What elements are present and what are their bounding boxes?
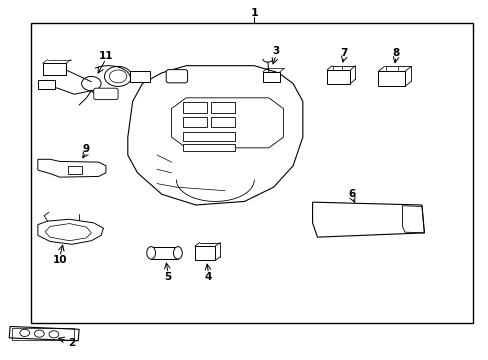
Bar (263, 72, 280, 82)
Text: 2: 2 (68, 338, 75, 347)
Text: 5: 5 (164, 272, 171, 282)
Bar (183, 103, 206, 113)
Bar (30, 23, 472, 323)
Bar (195, 246, 215, 260)
Ellipse shape (146, 247, 155, 259)
Text: 6: 6 (348, 189, 355, 199)
Text: 7: 7 (340, 48, 347, 58)
Text: 4: 4 (204, 272, 212, 282)
Bar (377, 71, 404, 86)
Bar (42, 63, 66, 75)
Text: 10: 10 (52, 255, 67, 265)
FancyBboxPatch shape (94, 88, 118, 100)
Ellipse shape (173, 247, 182, 259)
Bar (211, 103, 234, 113)
Bar (68, 166, 82, 174)
Bar (38, 80, 55, 89)
Bar (151, 247, 178, 259)
Text: 1: 1 (250, 8, 258, 18)
Text: 9: 9 (83, 144, 90, 154)
Text: 11: 11 (99, 51, 113, 61)
Bar (183, 144, 234, 152)
Text: 3: 3 (272, 46, 279, 57)
Bar (130, 71, 149, 82)
Bar (183, 117, 206, 127)
Bar (326, 70, 350, 84)
Bar (211, 117, 234, 127)
FancyBboxPatch shape (166, 69, 187, 83)
Text: 8: 8 (392, 48, 399, 58)
Bar (12, 328, 74, 340)
Bar (183, 132, 234, 141)
